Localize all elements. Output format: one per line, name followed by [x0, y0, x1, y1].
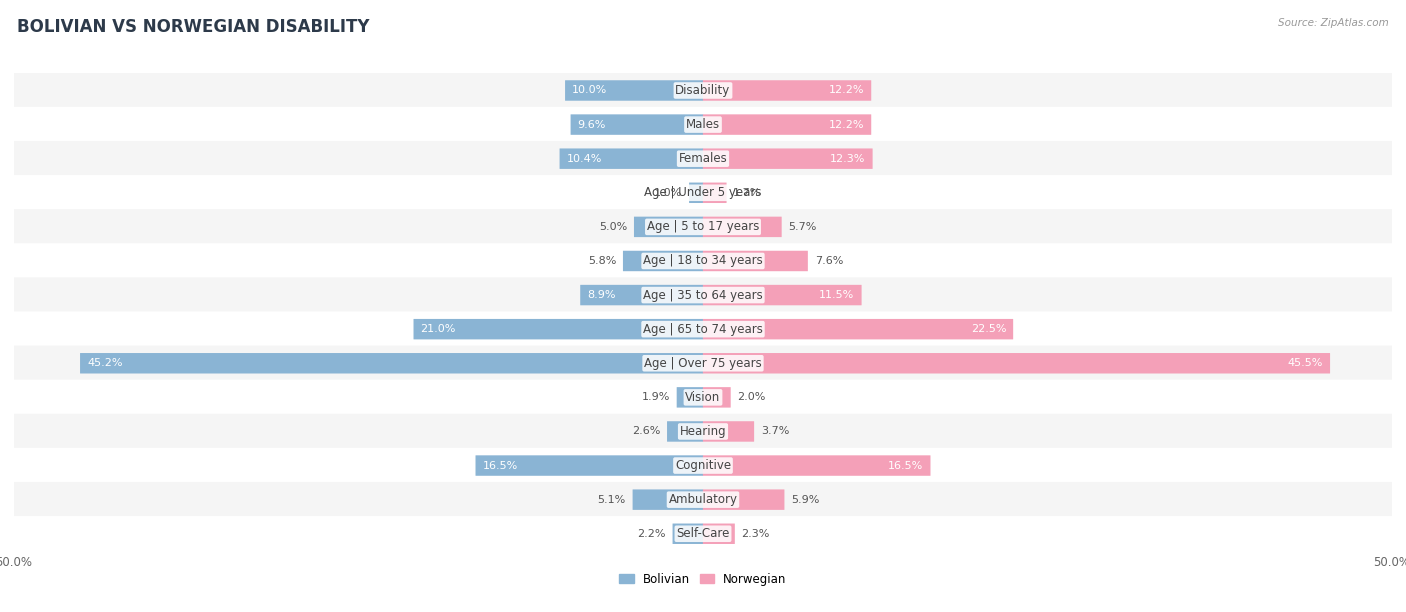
FancyBboxPatch shape	[560, 149, 703, 169]
Text: 1.9%: 1.9%	[641, 392, 669, 402]
FancyBboxPatch shape	[565, 80, 703, 101]
FancyBboxPatch shape	[14, 175, 1392, 211]
Text: Source: ZipAtlas.com: Source: ZipAtlas.com	[1278, 18, 1389, 28]
FancyBboxPatch shape	[14, 141, 1392, 176]
Text: Males: Males	[686, 118, 720, 131]
Text: Age | Over 75 years: Age | Over 75 years	[644, 357, 762, 370]
Text: Age | 18 to 34 years: Age | 18 to 34 years	[643, 255, 763, 267]
FancyBboxPatch shape	[703, 217, 782, 237]
Text: 10.0%: 10.0%	[572, 86, 607, 95]
FancyBboxPatch shape	[14, 379, 1392, 415]
FancyBboxPatch shape	[703, 149, 873, 169]
Text: Self-Care: Self-Care	[676, 528, 730, 540]
FancyBboxPatch shape	[703, 114, 872, 135]
Text: Hearing: Hearing	[679, 425, 727, 438]
FancyBboxPatch shape	[14, 107, 1392, 143]
FancyBboxPatch shape	[703, 523, 735, 544]
Text: 5.7%: 5.7%	[789, 222, 817, 232]
FancyBboxPatch shape	[703, 353, 1330, 373]
Text: 3.7%: 3.7%	[761, 427, 789, 436]
Text: 2.3%: 2.3%	[741, 529, 770, 539]
Text: 2.0%: 2.0%	[738, 392, 766, 402]
Text: 7.6%: 7.6%	[814, 256, 844, 266]
Text: 2.2%: 2.2%	[637, 529, 666, 539]
FancyBboxPatch shape	[14, 312, 1392, 347]
FancyBboxPatch shape	[14, 482, 1392, 517]
FancyBboxPatch shape	[689, 182, 703, 203]
FancyBboxPatch shape	[581, 285, 703, 305]
FancyBboxPatch shape	[666, 421, 703, 442]
FancyBboxPatch shape	[14, 516, 1392, 551]
FancyBboxPatch shape	[703, 80, 872, 101]
Text: BOLIVIAN VS NORWEGIAN DISABILITY: BOLIVIAN VS NORWEGIAN DISABILITY	[17, 18, 370, 36]
FancyBboxPatch shape	[703, 285, 862, 305]
Text: 12.2%: 12.2%	[828, 86, 865, 95]
Text: 21.0%: 21.0%	[420, 324, 456, 334]
FancyBboxPatch shape	[703, 490, 785, 510]
FancyBboxPatch shape	[14, 73, 1392, 108]
Text: Vision: Vision	[685, 391, 721, 404]
Text: Females: Females	[679, 152, 727, 165]
Text: 11.5%: 11.5%	[820, 290, 855, 300]
Text: Age | 65 to 74 years: Age | 65 to 74 years	[643, 323, 763, 335]
Text: 16.5%: 16.5%	[482, 461, 517, 471]
Legend: Bolivian, Norwegian: Bolivian, Norwegian	[614, 568, 792, 590]
FancyBboxPatch shape	[676, 387, 703, 408]
Text: Cognitive: Cognitive	[675, 459, 731, 472]
Text: 9.6%: 9.6%	[578, 119, 606, 130]
Text: 16.5%: 16.5%	[889, 461, 924, 471]
FancyBboxPatch shape	[703, 455, 931, 476]
Text: 1.7%: 1.7%	[734, 188, 762, 198]
Text: 5.9%: 5.9%	[792, 494, 820, 505]
Text: 8.9%: 8.9%	[588, 290, 616, 300]
FancyBboxPatch shape	[475, 455, 703, 476]
Text: 45.5%: 45.5%	[1288, 358, 1323, 368]
FancyBboxPatch shape	[14, 243, 1392, 278]
FancyBboxPatch shape	[14, 209, 1392, 245]
Text: 2.6%: 2.6%	[631, 427, 661, 436]
FancyBboxPatch shape	[672, 523, 703, 544]
Text: 5.8%: 5.8%	[588, 256, 616, 266]
FancyBboxPatch shape	[14, 277, 1392, 313]
Text: 45.2%: 45.2%	[87, 358, 122, 368]
Text: 1.0%: 1.0%	[654, 188, 682, 198]
FancyBboxPatch shape	[14, 414, 1392, 449]
FancyBboxPatch shape	[703, 182, 727, 203]
Text: 22.5%: 22.5%	[970, 324, 1007, 334]
Text: 5.1%: 5.1%	[598, 494, 626, 505]
Text: Ambulatory: Ambulatory	[668, 493, 738, 506]
Text: Age | 5 to 17 years: Age | 5 to 17 years	[647, 220, 759, 233]
FancyBboxPatch shape	[14, 448, 1392, 483]
Text: 10.4%: 10.4%	[567, 154, 602, 163]
Text: Age | 35 to 64 years: Age | 35 to 64 years	[643, 289, 763, 302]
FancyBboxPatch shape	[623, 251, 703, 271]
FancyBboxPatch shape	[634, 217, 703, 237]
FancyBboxPatch shape	[703, 251, 808, 271]
FancyBboxPatch shape	[633, 490, 703, 510]
FancyBboxPatch shape	[14, 346, 1392, 381]
FancyBboxPatch shape	[703, 319, 1014, 340]
FancyBboxPatch shape	[703, 421, 754, 442]
FancyBboxPatch shape	[703, 387, 731, 408]
FancyBboxPatch shape	[413, 319, 703, 340]
Text: Age | Under 5 years: Age | Under 5 years	[644, 186, 762, 200]
Text: 12.2%: 12.2%	[828, 119, 865, 130]
Text: Disability: Disability	[675, 84, 731, 97]
Text: 12.3%: 12.3%	[830, 154, 866, 163]
FancyBboxPatch shape	[571, 114, 703, 135]
FancyBboxPatch shape	[80, 353, 703, 373]
Text: 5.0%: 5.0%	[599, 222, 627, 232]
